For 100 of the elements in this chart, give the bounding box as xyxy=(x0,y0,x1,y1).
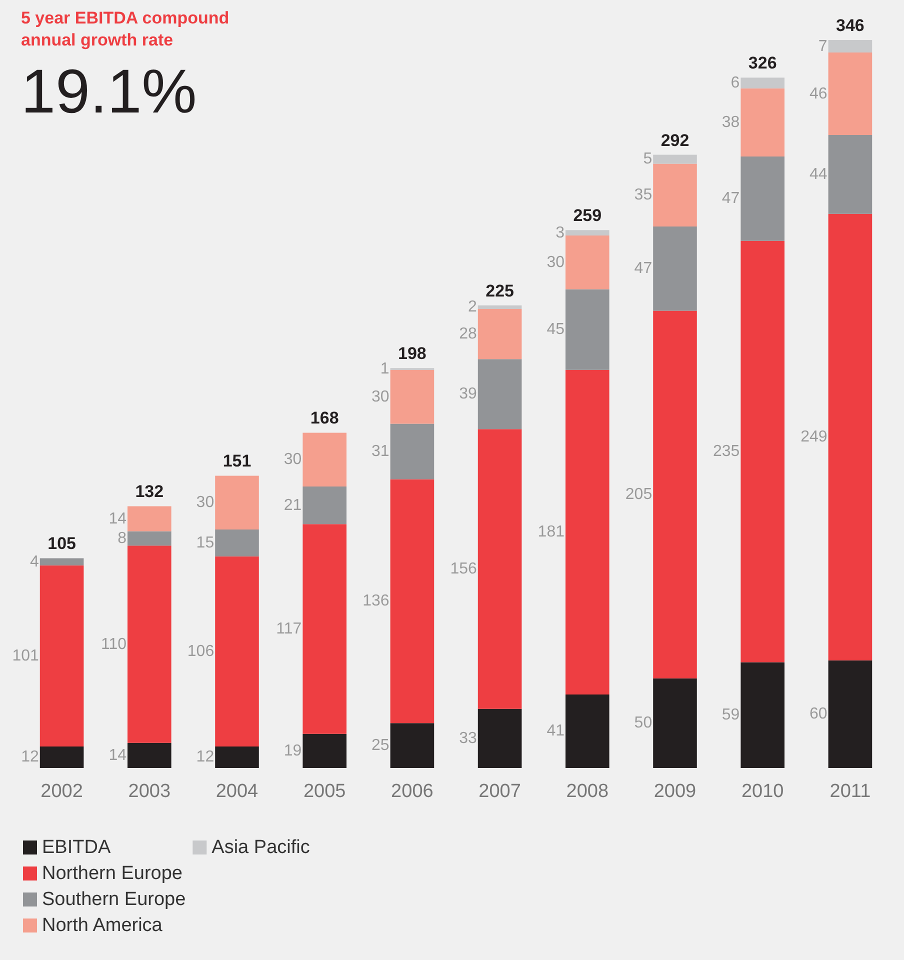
bar xyxy=(40,558,84,566)
x-tick-label: 2006 xyxy=(391,781,434,802)
data-label: 3 xyxy=(556,224,565,242)
bar xyxy=(740,156,784,241)
data-label: 35 xyxy=(634,186,652,204)
bar xyxy=(828,52,872,136)
bar xyxy=(215,556,259,746)
bar xyxy=(302,524,346,734)
bar xyxy=(40,565,84,746)
annotation: 292 xyxy=(660,130,690,150)
annotation: 259 xyxy=(573,206,602,226)
data-label: 25 xyxy=(372,737,390,754)
data-label: 38 xyxy=(722,114,740,131)
data-label: 235 xyxy=(712,443,740,460)
chart-subtitle: 19.1% xyxy=(21,58,197,126)
bar xyxy=(566,230,610,236)
data-label: 44 xyxy=(810,166,828,183)
bar xyxy=(740,88,784,157)
bar xyxy=(653,310,697,678)
bar xyxy=(390,424,434,480)
data-label: 21 xyxy=(284,496,302,514)
legend-label: EBITDA xyxy=(42,837,111,858)
data-label: 28 xyxy=(459,326,477,343)
bar xyxy=(390,723,434,768)
data-label: 136 xyxy=(362,592,390,610)
bar xyxy=(215,746,259,768)
data-label: 30 xyxy=(372,388,390,406)
bar xyxy=(478,708,522,768)
data-label: 117 xyxy=(276,620,302,638)
annotation: 326 xyxy=(748,54,777,73)
x-tick-label: 2007 xyxy=(478,781,521,802)
data-label: 2 xyxy=(468,298,477,316)
annotation: 168 xyxy=(310,408,339,428)
data-label: 1 xyxy=(380,360,390,378)
x-tick-label: 2011 xyxy=(830,781,871,802)
data-label: 101 xyxy=(12,647,39,664)
x-tick-label: 2003 xyxy=(128,781,171,802)
x-tick-label: 2004 xyxy=(216,781,259,802)
data-label: 19 xyxy=(284,742,302,760)
data-label: 14 xyxy=(108,510,127,528)
data-label: 41 xyxy=(546,722,565,740)
annotation: 132 xyxy=(135,482,164,502)
legend-label: Asia Pacific xyxy=(212,837,310,858)
data-label: 30 xyxy=(546,254,565,271)
bar xyxy=(828,40,872,53)
bar xyxy=(128,742,172,768)
data-label: 249 xyxy=(800,428,828,446)
data-label: 30 xyxy=(196,494,214,512)
bar xyxy=(478,308,522,360)
bar xyxy=(390,479,434,724)
bar xyxy=(566,694,610,768)
data-label: 50 xyxy=(634,714,652,732)
annotation: 346 xyxy=(836,16,864,35)
bar xyxy=(566,235,610,290)
data-label: 156 xyxy=(450,560,477,578)
bar xyxy=(653,154,697,164)
annotation: 225 xyxy=(486,281,514,300)
data-label: 106 xyxy=(187,642,214,660)
data-label: 5 xyxy=(643,150,652,168)
bar xyxy=(740,662,784,768)
bar xyxy=(302,486,346,524)
data-label: 4 xyxy=(30,553,39,570)
annotation: 105 xyxy=(48,534,76,554)
bar xyxy=(128,506,172,532)
bar xyxy=(390,370,434,424)
bar xyxy=(478,359,522,430)
data-label: 39 xyxy=(459,386,477,403)
data-label: 181 xyxy=(538,524,565,541)
chart-title: 5 year EBITDA compound annual growth rate xyxy=(21,8,230,50)
annotation: 198 xyxy=(398,344,426,364)
legend-label: North America xyxy=(42,915,163,936)
x-tick-label: 2009 xyxy=(654,781,696,802)
bar xyxy=(828,660,872,768)
bar xyxy=(566,289,610,370)
data-label: 14 xyxy=(108,746,127,764)
data-label: 45 xyxy=(546,321,565,338)
x-tick-label: 2008 xyxy=(566,781,609,802)
bar xyxy=(302,734,346,768)
bar xyxy=(478,429,522,709)
bar xyxy=(740,78,784,88)
bar xyxy=(653,164,697,226)
data-label: 47 xyxy=(634,260,652,278)
x-tick-label: 2002 xyxy=(40,781,83,802)
data-label: 31 xyxy=(372,443,390,460)
bar xyxy=(566,370,610,694)
bar xyxy=(40,746,84,768)
bar xyxy=(302,432,346,486)
data-label: 8 xyxy=(118,530,127,547)
bar xyxy=(215,476,259,530)
bar xyxy=(828,214,872,660)
bar xyxy=(128,546,172,743)
data-label: 12 xyxy=(196,748,214,766)
bar xyxy=(128,531,172,546)
data-label: 46 xyxy=(810,85,828,102)
data-label: 7 xyxy=(818,38,828,55)
data-label: 6 xyxy=(730,74,740,92)
bar xyxy=(478,305,522,309)
data-label: 33 xyxy=(459,730,477,747)
data-label: 15 xyxy=(196,534,214,552)
legend-label: Northern Europe xyxy=(42,863,182,884)
